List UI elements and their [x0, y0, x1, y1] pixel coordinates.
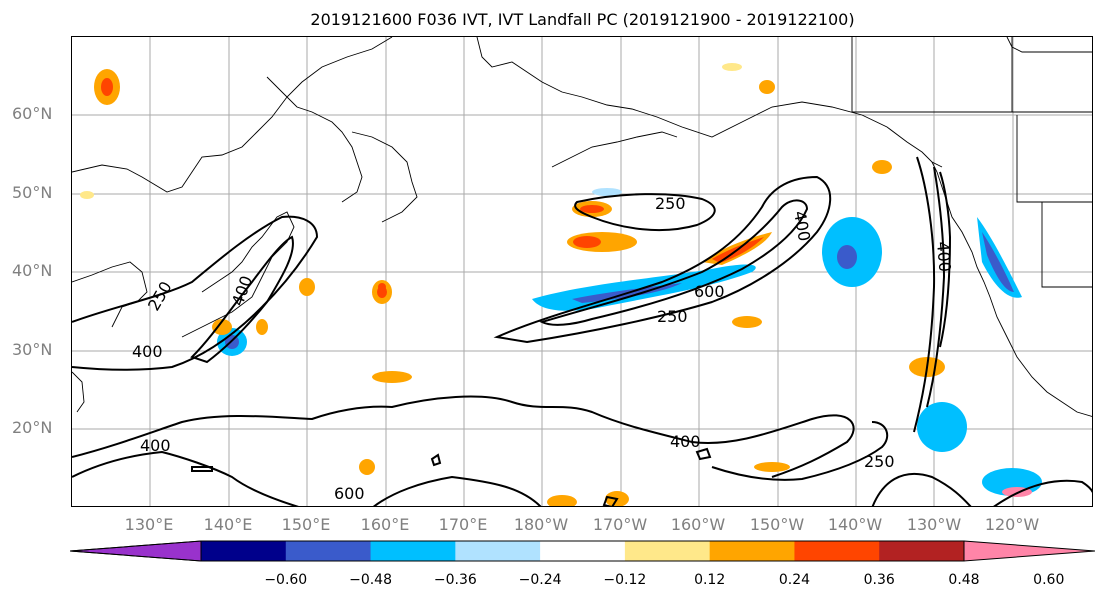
contour-label: 250: [657, 307, 688, 326]
colorbar-tick-label: 0.36: [863, 572, 895, 588]
colorbar-extend-high: [963, 540, 1095, 562]
contour-label: 600: [334, 484, 365, 503]
lon-label: 130°E: [124, 515, 174, 534]
lon-label: 130°W: [906, 515, 962, 534]
contour-label: 600: [694, 282, 725, 301]
lon-label: 140°E: [203, 515, 253, 534]
lat-label: 30°N: [12, 340, 53, 359]
colorbar-tick-label: 0.60: [1033, 572, 1065, 588]
colorbar-tick-label: −0.12: [603, 572, 647, 588]
colorbar-tick-label: 0.24: [778, 572, 811, 588]
map-panel: 250 400 600 250 400 400 400 400 600 250 …: [71, 36, 1093, 507]
contour-label: 400: [228, 273, 256, 308]
contour-label: 400: [140, 436, 171, 455]
colorbar-segment: [201, 541, 287, 561]
contour-label: 400: [790, 209, 814, 242]
lon-label: 150°E: [281, 515, 331, 534]
colorbar-segment: [624, 541, 711, 561]
lon-label: 180°W: [513, 515, 569, 534]
colorbar-tick-label: −0.36: [433, 572, 477, 588]
colorbar-segment: [540, 541, 626, 561]
colorbar-tick-label: 0.12: [694, 572, 726, 588]
contour-label: 250: [864, 452, 895, 471]
colorbar-segment: [879, 541, 965, 561]
colorbar-tick-label: −0.24: [518, 572, 562, 588]
lon-label: 160°E: [360, 515, 410, 534]
lat-label: 20°N: [12, 418, 53, 437]
ivt-shading: [80, 63, 1042, 506]
lon-label: 170°W: [592, 515, 648, 534]
colorbar-segment: [709, 541, 795, 561]
colorbar-segment: [370, 541, 456, 561]
colorbar-tick-label: −0.48: [349, 572, 392, 588]
colorbar-extend-low: [70, 540, 202, 562]
colorbar-segment: [455, 541, 541, 561]
contour-label: 400: [132, 342, 163, 361]
contour-label: 250: [144, 278, 176, 314]
lon-label: 140°W: [827, 515, 883, 534]
lat-label: 40°N: [12, 261, 53, 280]
map-svg: 250 400 600 250 400 400 400 400 600 250 …: [72, 37, 1092, 506]
colorbar-outline: [70, 540, 202, 562]
lon-label: 120°W: [984, 515, 1040, 534]
contour-label: 250: [655, 194, 686, 213]
colorbar-segment: [794, 541, 880, 561]
lat-label: 50°N: [12, 183, 53, 202]
contour-label: 400: [670, 432, 701, 451]
colorbar-tick-label: 0.48: [948, 572, 980, 588]
lon-label: 150°W: [749, 515, 805, 534]
contour-labels: 250 400 600 250 400 400 400 400 600 250 …: [132, 194, 955, 503]
colorbar: [70, 540, 1095, 562]
lat-label: 60°N: [12, 104, 53, 123]
contour-label: 400: [933, 241, 955, 273]
colorbar-tick-label: −0.60: [264, 572, 308, 588]
lon-label: 160°W: [670, 515, 726, 534]
lon-label: 170°E: [438, 515, 488, 534]
ivt-contours: [72, 156, 1092, 506]
chart-title: 2019121600 F036 IVT, IVT Landfall PC (20…: [310, 10, 855, 29]
colorbar-segment: [285, 541, 372, 561]
